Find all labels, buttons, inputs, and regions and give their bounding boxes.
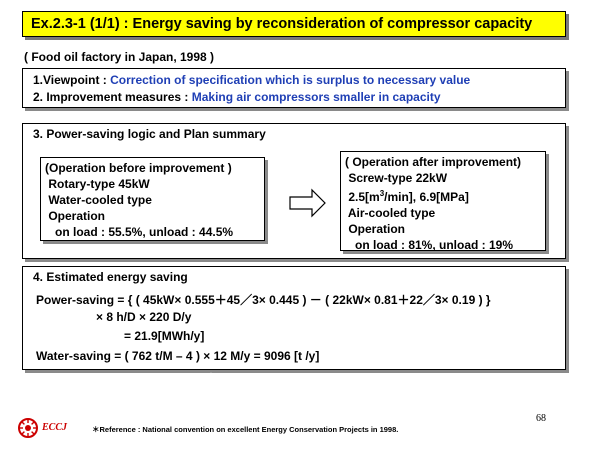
after-line: Screw-type 22kW [345,171,448,185]
logic-header: 3. Power-saving logic and Plan summary [33,127,266,141]
viewpoint-box: 1.Viewpoint : Correction of specificatio… [22,68,566,108]
measures-value: Making air compressors smaller in capaci… [191,90,441,104]
after-line: on load : 81%, unload : 19% [345,238,514,252]
after-flow-suffix: /min], 6.9[MPa] [384,190,469,204]
before-line: on load : 55.5%, unload : 44.5% [45,225,234,239]
before-line: Rotary-type 45kW [45,177,150,191]
logic-box: 3. Power-saving logic and Plan summary (… [22,123,566,259]
water-saving-formula: Water-saving = ( 762 t/M – 4 ) × 12 M/y … [36,349,320,363]
saving-box: 4. Estimated energy saving Power-saving … [22,266,566,370]
viewpoint-row: 1.Viewpoint : Correction of specificatio… [33,72,565,89]
after-flow-line: 2.5[m3/min], 6.9[MPa] [345,186,545,205]
eccj-logo-icon [18,418,38,438]
before-line: Operation [45,209,106,223]
after-line: Air-cooled type [345,206,436,220]
saving-header: 4. Estimated energy saving [33,270,188,284]
measures-row: 2. Improvement measures : Making air com… [33,89,565,106]
power-saving-formula: Power-saving = { ( 45kW× 0.555＋45／3× 0.4… [36,293,491,307]
after-flow-sup: 3 [379,189,385,198]
before-line: Water-cooled type [45,193,152,207]
power-saving-result: = 21.9[MWh/y] [124,329,205,343]
reference-note: ＊Reference : National convention on exce… [92,425,399,434]
stray-dot [210,372,212,373]
right-arrow-icon [289,188,326,218]
page-title: Ex.2.3-1 (1/1) : Energy saving by recons… [22,11,566,37]
after-line: Operation [345,222,406,236]
viewpoint-label: 1.Viewpoint : [33,73,111,87]
after-flow-prefix: 2.5[m [345,190,380,204]
after-box: ( Operation after improvement) Screw-typ… [340,151,546,252]
after-line: ( Operation after improvement) [345,155,522,169]
power-saving-formula-cont: × 8 h/D × 220 D/y [96,310,192,324]
before-line: (Operation before improvement ) [45,161,232,175]
logo-text: ECCJ [42,422,68,433]
page-number: 68 [536,413,546,424]
subtitle: ( Food oil factory in Japan, 1998 ) [24,50,215,64]
before-box: (Operation before improvement ) Rotary-t… [40,157,265,241]
viewpoint-value: Correction of specification which is sur… [110,73,471,87]
measures-label: 2. Improvement measures : [33,90,192,104]
